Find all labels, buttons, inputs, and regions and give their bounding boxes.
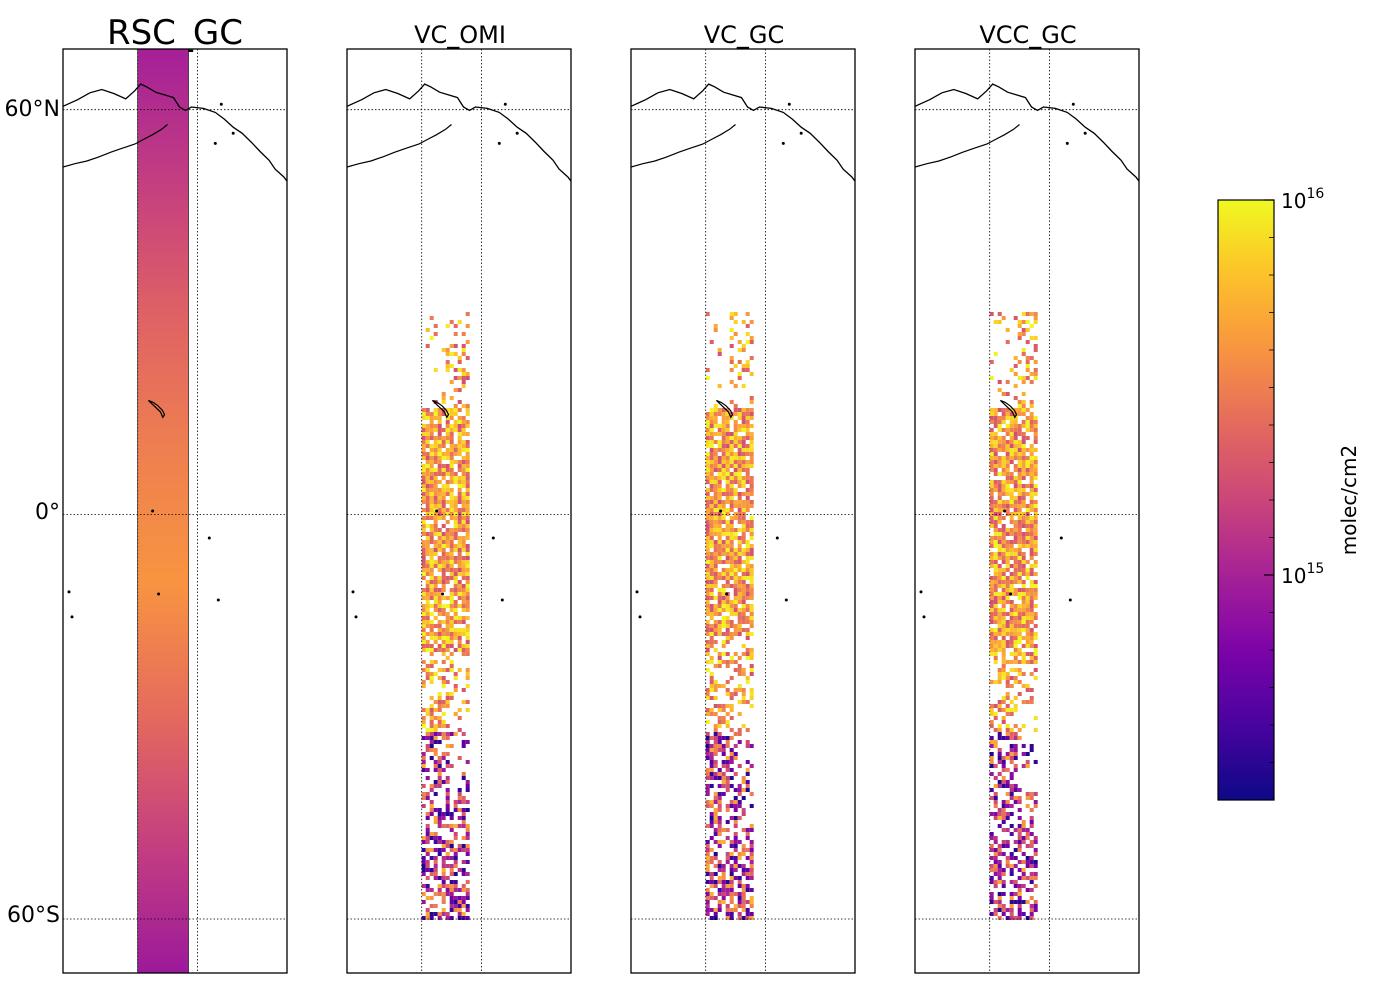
panel-title-vc-omi: VC_OMI bbox=[414, 21, 506, 49]
island-marker bbox=[231, 131, 235, 135]
panel-plot-area bbox=[631, 49, 855, 973]
island-marker bbox=[441, 592, 445, 596]
map-panel-rsc-gc bbox=[62, 48, 288, 974]
island-marker bbox=[1009, 592, 1013, 596]
island-marker bbox=[351, 590, 355, 594]
island-marker bbox=[213, 141, 217, 145]
coastline-alaska bbox=[347, 83, 571, 182]
island-marker bbox=[503, 102, 507, 106]
island-marker bbox=[67, 590, 71, 594]
island-marker bbox=[775, 536, 779, 540]
colorbar-fill bbox=[1218, 200, 1274, 800]
island-marker bbox=[435, 509, 439, 513]
colorbar: 1016 1015 molec/cm2 bbox=[1217, 186, 1361, 801]
coastline-alaska bbox=[631, 83, 855, 182]
coastline-aleutians bbox=[631, 124, 736, 168]
coastline-aleutians bbox=[347, 124, 452, 168]
colorbar-ticks: 1016 1015 bbox=[1264, 186, 1324, 763]
island-marker bbox=[922, 615, 926, 619]
island-marker bbox=[497, 141, 501, 145]
island-marker bbox=[216, 598, 220, 602]
island-marker bbox=[219, 102, 223, 106]
swath-pixels bbox=[421, 312, 470, 920]
coastline-hawaii bbox=[999, 399, 1018, 419]
island-marker bbox=[70, 615, 74, 619]
lat-tick-label-60n: 60°N bbox=[5, 97, 60, 122]
island-marker bbox=[491, 536, 495, 540]
coastline-hawaii bbox=[715, 399, 734, 419]
panel-title-vcc-gc: VCC_GC bbox=[979, 21, 1076, 49]
island-marker bbox=[799, 131, 803, 135]
coastline-aleutians bbox=[63, 124, 168, 168]
panel-title-vc-gc: VC_GC bbox=[704, 21, 785, 49]
rsc-swath bbox=[137, 49, 189, 973]
island-marker bbox=[1071, 102, 1075, 106]
panel-plot-area bbox=[347, 49, 571, 973]
map-panels bbox=[62, 48, 1140, 974]
island-marker bbox=[919, 590, 923, 594]
island-marker bbox=[725, 592, 729, 596]
island-marker bbox=[787, 102, 791, 106]
island-marker bbox=[157, 592, 161, 596]
colorbar-label: molec/cm2 bbox=[1337, 445, 1361, 556]
panel-frame bbox=[914, 48, 1140, 974]
island-marker bbox=[500, 598, 504, 602]
colorbar-tick-label: 1016 bbox=[1281, 186, 1324, 213]
panel-plot-area bbox=[63, 49, 287, 973]
panel-frame bbox=[62, 48, 288, 974]
lat-tick-label-60s: 60°S bbox=[7, 903, 60, 928]
island-marker bbox=[1083, 131, 1087, 135]
coastline-aleutians bbox=[915, 124, 1020, 168]
coastline-alaska bbox=[915, 83, 1139, 182]
colorbar-tick-label: 1015 bbox=[1281, 561, 1324, 588]
coastline-hawaii bbox=[147, 399, 166, 419]
island-marker bbox=[151, 509, 155, 513]
island-marker bbox=[1003, 509, 1007, 513]
panel-title-rsc: RSC_GC bbox=[107, 13, 243, 53]
map-panel-vc-omi bbox=[346, 48, 572, 974]
island-marker bbox=[635, 590, 639, 594]
coastline-alaska bbox=[63, 83, 287, 182]
map-panel-vc-gc bbox=[630, 48, 856, 974]
island-marker bbox=[719, 509, 723, 513]
panel-frame bbox=[630, 48, 856, 974]
island-marker bbox=[207, 536, 211, 540]
swath-pixels bbox=[989, 312, 1038, 920]
island-marker bbox=[1068, 598, 1072, 602]
panel-frame bbox=[346, 48, 572, 974]
lat-tick-label-0: 0° bbox=[35, 500, 60, 525]
island-marker bbox=[781, 141, 785, 145]
swath-pixels bbox=[705, 312, 754, 920]
island-marker bbox=[1065, 141, 1069, 145]
island-marker bbox=[354, 615, 358, 619]
coastline-hawaii bbox=[431, 399, 450, 419]
island-marker bbox=[638, 615, 642, 619]
map-panel-vcc-gc bbox=[914, 48, 1140, 974]
island-marker bbox=[784, 598, 788, 602]
island-marker bbox=[515, 131, 519, 135]
island-marker bbox=[1059, 536, 1063, 540]
panel-plot-area bbox=[915, 49, 1139, 973]
